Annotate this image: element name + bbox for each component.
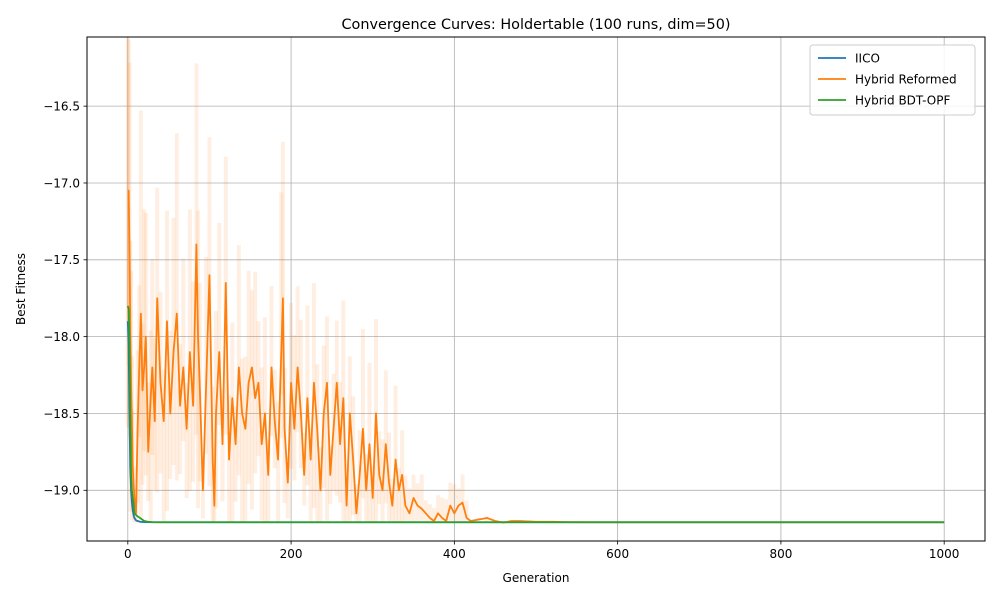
x-tick-label: 200: [280, 547, 303, 561]
series-lines: [126, 189, 945, 524]
y-axis-label: Best Fitness: [14, 253, 28, 325]
axis-ticks: 0 200 400 600 800 1000 −19.0 −18.5 −18.0 −17.5 −17…: [43, 99, 959, 561]
x-tick-label: 0: [124, 547, 132, 561]
legend-entry: Hybrid Reformed: [855, 72, 957, 86]
plot-frame: [86, 36, 986, 542]
x-axis-label: Generation: [503, 571, 570, 585]
x-tick-label: 1000: [929, 547, 960, 561]
y-tick-label: −18.0: [43, 330, 80, 344]
legend-box: [809, 44, 976, 116]
series-line-hybrid-bdt-opf: [126, 305, 945, 524]
legend-entry: IICO: [855, 51, 880, 65]
legend: IICO Hybrid Reformed Hybrid BDT-OPF: [809, 44, 976, 116]
y-tick-label: −18.5: [43, 407, 80, 421]
y-tick-label: −17.0: [43, 176, 80, 190]
y-tick-label: −19.0: [43, 484, 80, 498]
x-tick-label: 800: [769, 547, 792, 561]
y-tick-label: −17.5: [43, 253, 80, 267]
y-tick-label: −16.5: [43, 99, 80, 113]
series-line-hybrid-reformed: [127, 189, 945, 524]
x-tick-label: 600: [606, 547, 629, 561]
x-tick-label: 400: [443, 547, 466, 561]
chart-title: Convergence Curves: Holdertable (100 run…: [342, 17, 731, 33]
legend-entry: Hybrid BDT-OPF: [855, 93, 950, 107]
